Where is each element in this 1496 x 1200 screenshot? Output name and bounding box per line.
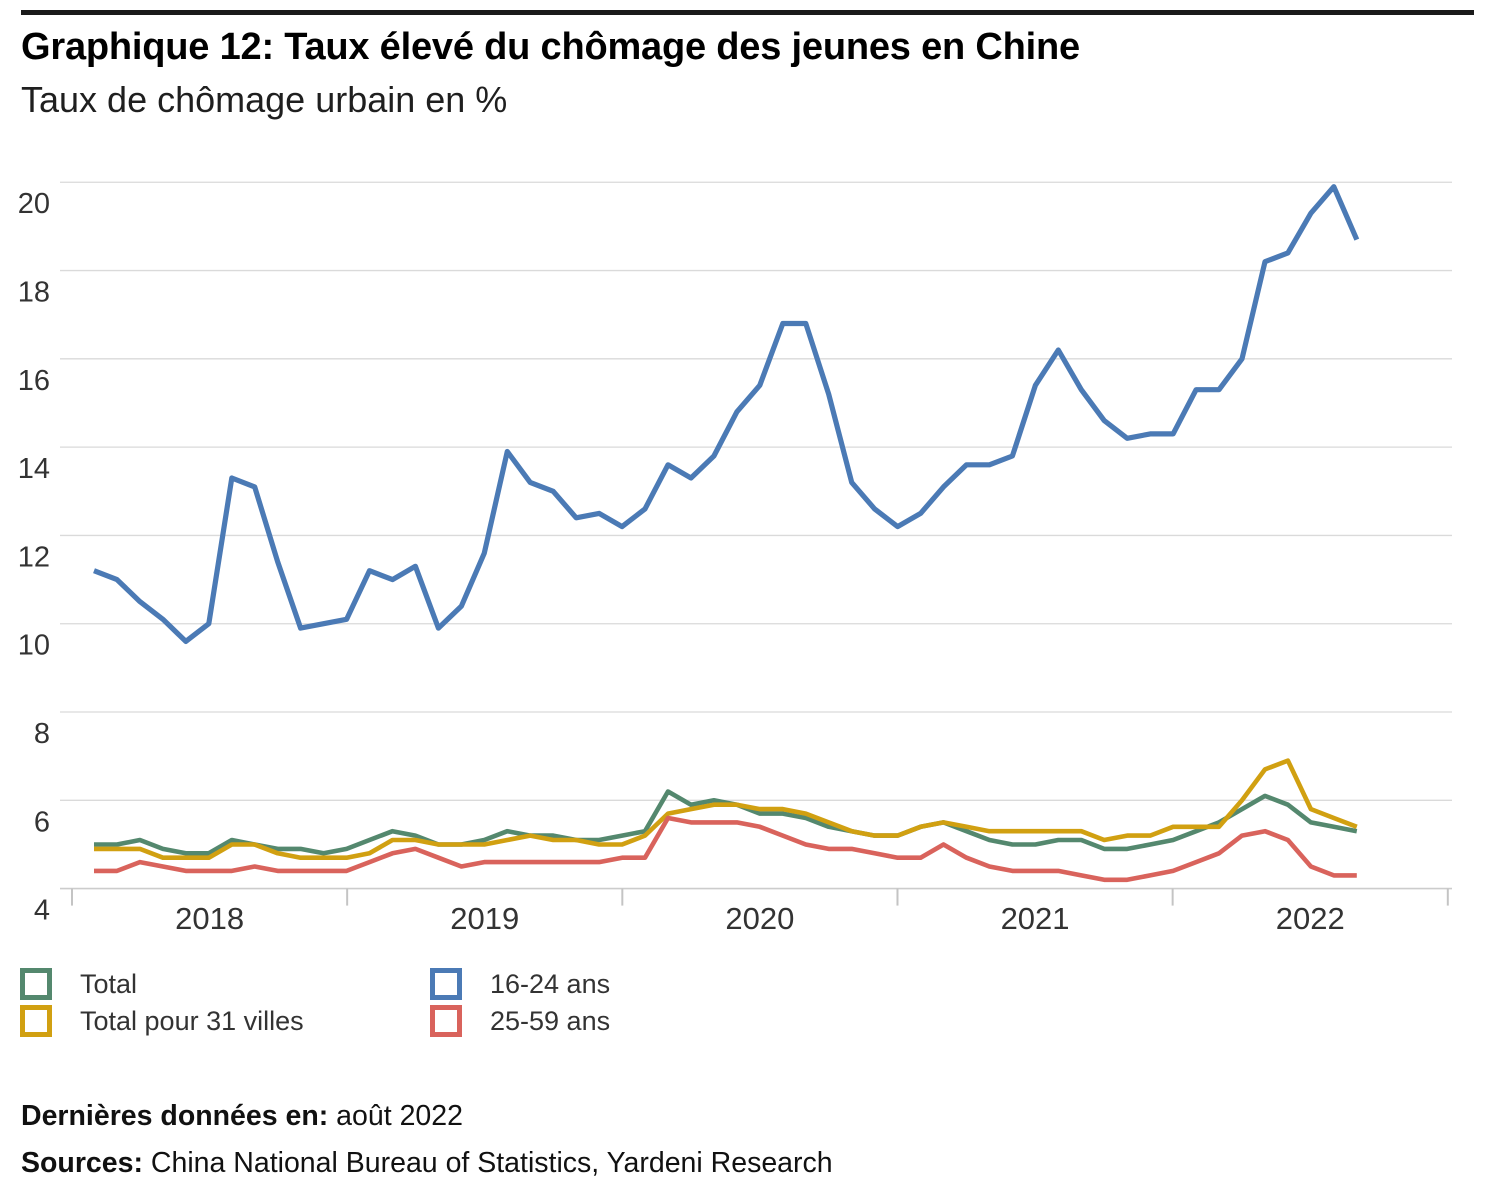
legend-item-16-24: 16-24 ans bbox=[430, 968, 610, 1000]
chart-title: Graphique 12: Taux élevé du chômage des … bbox=[21, 26, 1080, 68]
title-rule bbox=[21, 10, 1474, 15]
chart-subtitle: Taux de chômage urbain en % bbox=[21, 79, 508, 120]
age-16-24-swatch-icon bbox=[430, 968, 462, 1000]
x-axis-label-2021: 2021 bbox=[1001, 901, 1070, 936]
series-line-total-pour-31-villes bbox=[94, 758, 1358, 861]
latest-data-value: août 2022 bbox=[328, 1100, 463, 1132]
legend-label-25-59: 25-59 ans bbox=[490, 1005, 611, 1036]
y-axis-label-16: 16 bbox=[18, 365, 50, 397]
y-axis-label-6: 6 bbox=[34, 806, 50, 838]
y-axis-label-20: 20 bbox=[18, 188, 50, 220]
x-axis-label-2022: 2022 bbox=[1276, 901, 1345, 936]
y-axis-label-12: 12 bbox=[18, 541, 50, 573]
sources-label: Sources: bbox=[21, 1147, 143, 1179]
y-axis-label-4: 4 bbox=[34, 895, 50, 927]
legend-item-31-villes: Total pour 31 villes bbox=[20, 1005, 304, 1037]
legend-label-31-villes: Total pour 31 villes bbox=[80, 1005, 304, 1036]
y-axis-label-10: 10 bbox=[18, 630, 50, 662]
age-25-59-swatch-icon bbox=[430, 1005, 462, 1037]
latest-data-note: Dernières données en: août 2022 bbox=[21, 1100, 463, 1133]
sources-value: China National Bureau of Statistics, Yar… bbox=[142, 1147, 833, 1179]
y-axis-label-8: 8 bbox=[34, 718, 50, 750]
x-axis-label-2018: 2018 bbox=[175, 901, 244, 936]
series-line-25-59-ans bbox=[94, 815, 1357, 883]
x-axis-label-2020: 2020 bbox=[725, 901, 794, 936]
x-axis-label-2019: 2019 bbox=[450, 901, 519, 936]
latest-data-label: Dernières données en: bbox=[21, 1100, 329, 1132]
legend-item-total: Total bbox=[20, 968, 137, 1000]
line-chart: 4 6 8 10 12 14 16 18 20 2018 2019 2020 2021 2022 bbox=[18, 181, 1452, 936]
villes-swatch-icon bbox=[20, 1005, 52, 1037]
sources-note: Sources: China National Bureau of Statis… bbox=[21, 1147, 833, 1180]
y-axis-label-18: 18 bbox=[18, 277, 50, 309]
y-axis-label-14: 14 bbox=[18, 453, 50, 485]
legend-label-total: Total bbox=[80, 968, 138, 999]
legend-label-16-24: 16-24 ans bbox=[490, 968, 611, 999]
legend-item-25-59: 25-59 ans bbox=[430, 1005, 610, 1037]
total-swatch-icon bbox=[20, 968, 52, 1000]
series-line-16-24-ans bbox=[93, 184, 1360, 645]
